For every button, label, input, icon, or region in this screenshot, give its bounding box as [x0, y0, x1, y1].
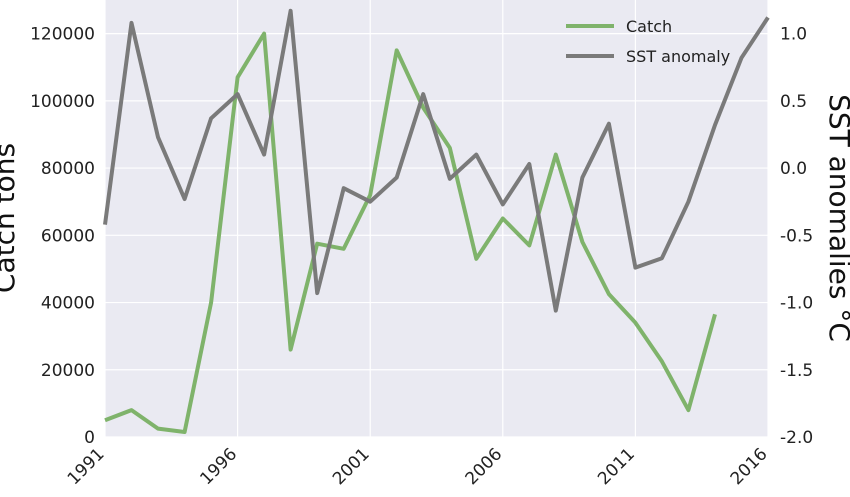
left-tick-label: 40000	[41, 294, 95, 314]
left-tick-label: 120000	[30, 25, 95, 45]
right-tick-label: 0.0	[780, 159, 807, 179]
left-tick-label: 60000	[41, 226, 95, 246]
legend-label-catch: Catch	[626, 17, 672, 36]
series-lines	[103, 8, 770, 434]
left-tick-label: 20000	[41, 361, 95, 381]
x-tick-label: 1996	[196, 444, 241, 489]
right-tick-label: 0.5	[780, 92, 807, 112]
right-tick-label: -1.5	[780, 361, 813, 381]
series-line-catch	[104, 31, 717, 434]
right-tick-label: -2.0	[780, 428, 813, 448]
left-axis-tick-labels: 0 20000 40000 60000 80000 100000 120000	[30, 25, 95, 448]
left-tick-label: 80000	[41, 159, 95, 179]
left-axis-title: Catch tons	[0, 143, 21, 293]
plot-background	[105, 0, 768, 437]
x-tick-label: 1991	[64, 444, 109, 489]
right-axis-title: SST anomalies °C	[823, 94, 850, 342]
x-tick-label: 2001	[329, 444, 374, 489]
x-tick-label: 2011	[594, 444, 639, 489]
legend-label-sst-anomaly: SST anomaly	[626, 47, 730, 66]
right-tick-label: 1.0	[780, 25, 807, 45]
series-line-sst-anomaly	[103, 8, 770, 313]
x-axis-tick-labels: 1991 1996 2001 2006 2011 2016	[64, 444, 772, 489]
left-tick-label: 0	[84, 428, 95, 448]
x-tick-label: 2006	[462, 444, 507, 489]
right-tick-label: -0.5	[780, 226, 813, 246]
x-tick-label: 2016	[727, 444, 772, 489]
left-tick-label: 100000	[30, 92, 95, 112]
right-tick-label: -1.0	[780, 294, 813, 314]
legend: Catch SST anomaly	[566, 17, 730, 66]
right-axis-tick-labels: 1.0 0.5 0.0 -0.5 -1.0 -1.5 -2.0	[780, 25, 813, 448]
